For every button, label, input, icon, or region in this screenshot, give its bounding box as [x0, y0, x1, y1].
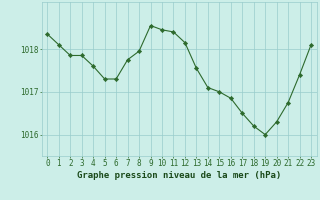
X-axis label: Graphe pression niveau de la mer (hPa): Graphe pression niveau de la mer (hPa) — [77, 171, 281, 180]
